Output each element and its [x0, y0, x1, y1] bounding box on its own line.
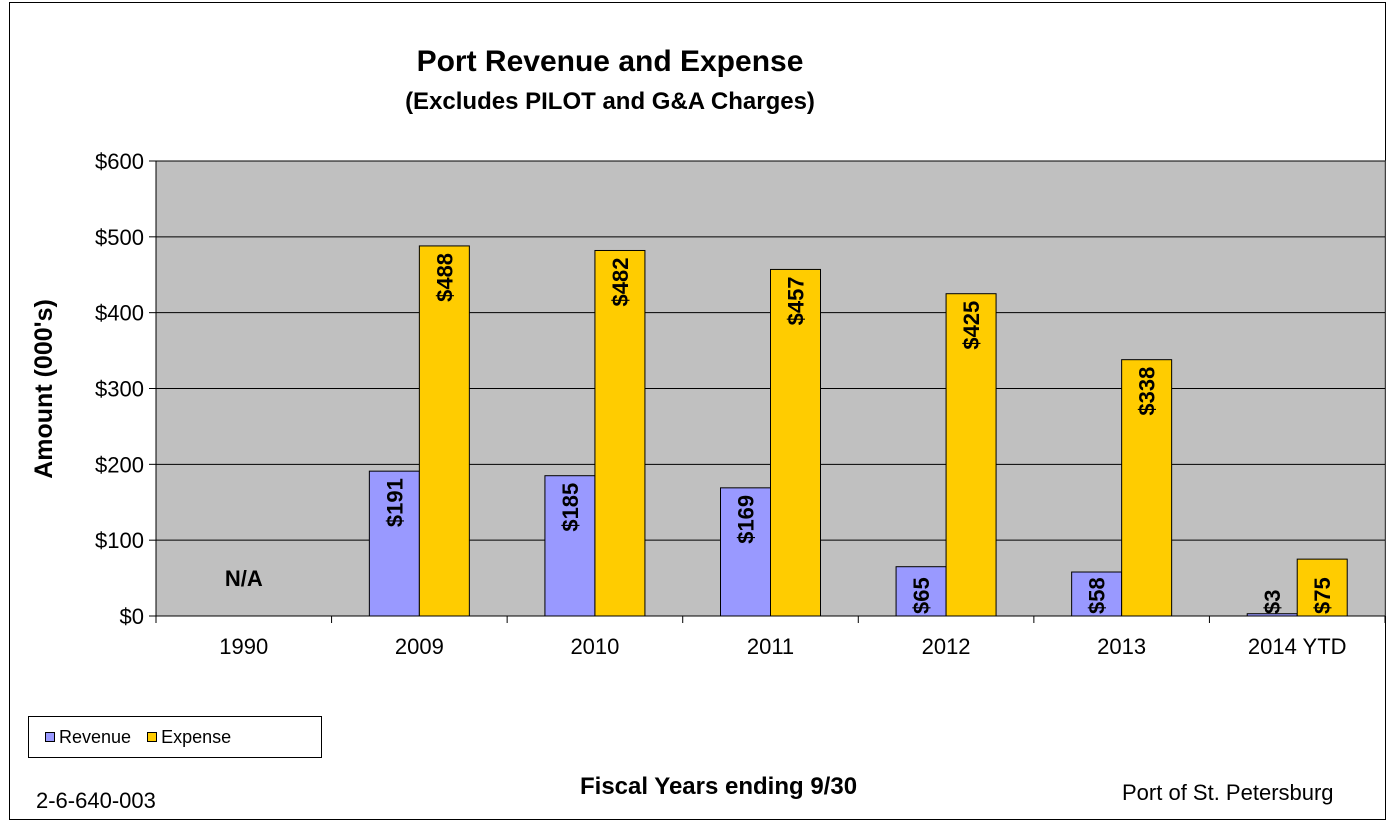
revenue-data-label: $58	[1085, 577, 1110, 614]
expense-data-label: $482	[608, 257, 633, 306]
na-annotation: N/A	[225, 566, 263, 591]
y-tick-label: $600	[95, 149, 144, 174]
y-tick-label: $0	[120, 604, 144, 629]
expense-data-label: $75	[1310, 577, 1335, 614]
x-tick-label: 2009	[395, 634, 444, 659]
chart-title: Port Revenue and Expense	[417, 45, 804, 78]
revenue-data-label: $65	[909, 577, 934, 614]
expense-data-label: $457	[784, 276, 809, 325]
y-tick-label: $400	[95, 301, 144, 326]
y-tick-label: $200	[95, 452, 144, 477]
plot-area: $0 $100 $200 $300 $400 $500 $600 1990 2009 $191 $4…	[95, 149, 1386, 659]
chart-frame: Port Revenue and Expense (Excludes PILOT…	[9, 2, 1386, 820]
organization-name: Port of St. Petersburg	[1122, 780, 1334, 805]
x-tick-label: 2013	[1097, 634, 1146, 659]
expense-swatch-icon	[147, 732, 158, 742]
expense-data-label: $425	[959, 301, 984, 350]
revenue-swatch-icon	[45, 732, 55, 742]
revenue-data-label: $185	[558, 483, 583, 532]
legend-label-revenue: Revenue	[59, 726, 132, 747]
legend-item-revenue: Revenue	[45, 727, 131, 748]
x-tick-label: 1990	[219, 634, 268, 659]
expense-bar	[770, 268, 821, 617]
y-axis-label: Amount (000's)	[30, 299, 58, 479]
revenue-bar	[544, 475, 596, 617]
revenue-bar	[720, 487, 771, 617]
bar-chart: Port Revenue and Expense (Excludes PILOT…	[30, 45, 1386, 659]
legend: Revenue Expense	[28, 716, 322, 758]
y-tick-label: $100	[95, 528, 144, 553]
expense-bar	[594, 249, 646, 617]
document-code: 2-6-640-003	[36, 788, 156, 813]
chart-subtitle: (Excludes PILOT and G&A Charges)	[405, 88, 815, 115]
revenue-data-label: $3	[1260, 590, 1285, 614]
revenue-data-label: $169	[734, 495, 759, 544]
x-tick-label: 2012	[922, 634, 971, 659]
legend-label-expense: Expense	[161, 726, 232, 747]
revenue-bar	[895, 566, 947, 617]
expense-bar	[418, 245, 470, 617]
y-tick-label: $500	[95, 225, 144, 250]
x-axis-label: Fiscal Years ending 9/30	[580, 773, 858, 800]
x-tick-label: 2014 YTD	[1248, 634, 1347, 659]
expense-data-label: $488	[432, 253, 457, 302]
expense-bar	[1121, 359, 1173, 617]
revenue-bar	[368, 470, 420, 617]
revenue-bar	[1071, 571, 1123, 617]
revenue-data-label: $191	[382, 478, 407, 527]
x-tick-label: 2010	[570, 634, 619, 659]
expense-bar	[1296, 558, 1348, 617]
x-tick-label: 2011	[747, 634, 794, 659]
legend-item-expense: Expense	[147, 727, 231, 748]
expense-bar	[945, 293, 997, 617]
y-tick-label: $300	[95, 377, 144, 402]
expense-data-label: $338	[1135, 367, 1160, 416]
